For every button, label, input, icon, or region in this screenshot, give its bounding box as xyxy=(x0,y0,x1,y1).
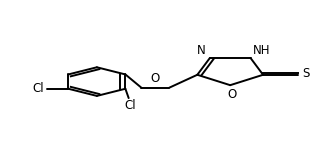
Text: NH: NH xyxy=(253,44,271,57)
Text: Cl: Cl xyxy=(33,82,44,95)
Text: O: O xyxy=(151,72,160,85)
Text: Cl: Cl xyxy=(124,99,136,112)
Text: S: S xyxy=(302,67,309,80)
Text: O: O xyxy=(227,88,236,101)
Text: N: N xyxy=(197,44,206,57)
